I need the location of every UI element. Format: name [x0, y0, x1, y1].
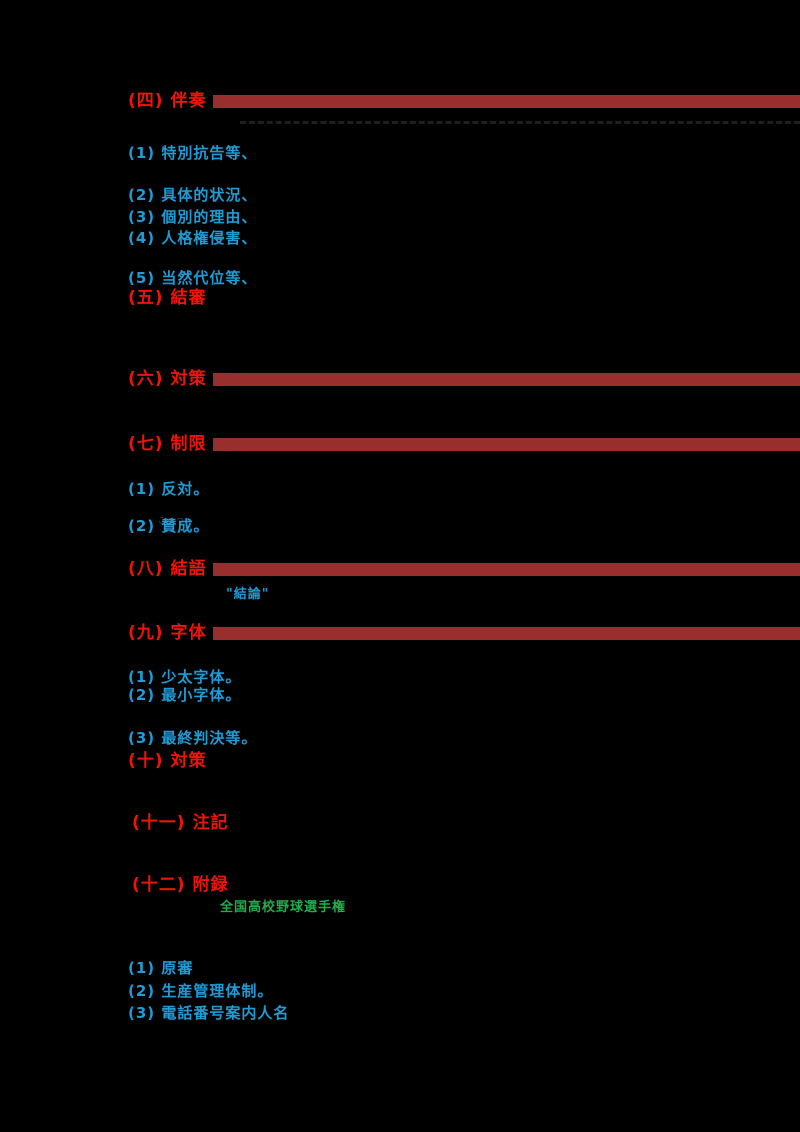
- link-item-4[interactable]: (4) 人格権侵害、: [128, 229, 258, 247]
- section-heading-8-row: (八) 結語: [128, 561, 800, 578]
- section-heading-7-row: (七) 制限: [128, 436, 800, 453]
- link-item-9[interactable]: (2) 最小字体。: [128, 686, 242, 704]
- section-heading-4-row: (四) 伴奏: [128, 93, 800, 110]
- section-heading-9-row: (九) 字体: [128, 625, 800, 642]
- section-heading-7: (七) 制限: [128, 434, 207, 454]
- heading-rule: [213, 627, 800, 640]
- link-item-8[interactable]: (1) 少太字体。: [128, 668, 242, 686]
- section-heading-9: (九) 字体: [128, 623, 207, 643]
- link-item-11[interactable]: (1) 原審: [128, 959, 194, 977]
- section-heading-8: (八) 結語: [128, 559, 207, 579]
- dashed-divider: [240, 121, 800, 124]
- section-heading-12: (十二) 附録: [132, 875, 229, 895]
- section-heading-10: (十) 対策: [128, 751, 207, 771]
- link-item-10[interactable]: (3) 最終判決等。: [128, 729, 258, 747]
- section-heading-5: (五) 結審: [128, 288, 207, 308]
- quoted-link[interactable]: "結論": [226, 587, 270, 602]
- heading-rule: [213, 95, 800, 108]
- heading-rule: [213, 373, 800, 386]
- link-item-5[interactable]: (5) 当然代位等、: [128, 269, 258, 287]
- link-item-3[interactable]: (3) 個別的理由、: [128, 208, 258, 226]
- link-item-6[interactable]: (1) 反対。: [128, 480, 210, 498]
- link-item-7[interactable]: (2) 賛成。: [128, 517, 210, 535]
- green-link[interactable]: 全国高校野球選手権: [220, 900, 347, 915]
- section-heading-4: (四) 伴奏: [128, 91, 207, 111]
- link-item-1[interactable]: (1) 特別抗告等、: [128, 144, 258, 162]
- link-item-12[interactable]: (2) 生産管理体制。: [128, 982, 274, 1000]
- heading-rule: [213, 563, 800, 576]
- section-heading-11: (十一) 注記: [132, 813, 229, 833]
- link-item-13[interactable]: (3) 電話番号案内人名: [128, 1004, 290, 1022]
- link-item-2[interactable]: (2) 具体的状況、: [128, 186, 258, 204]
- section-heading-6: (六) 対策: [128, 369, 207, 389]
- ruby-annotation: こべつ: [158, 516, 185, 525]
- section-heading-6-row: (六) 対策: [128, 371, 800, 388]
- heading-rule: [213, 438, 800, 451]
